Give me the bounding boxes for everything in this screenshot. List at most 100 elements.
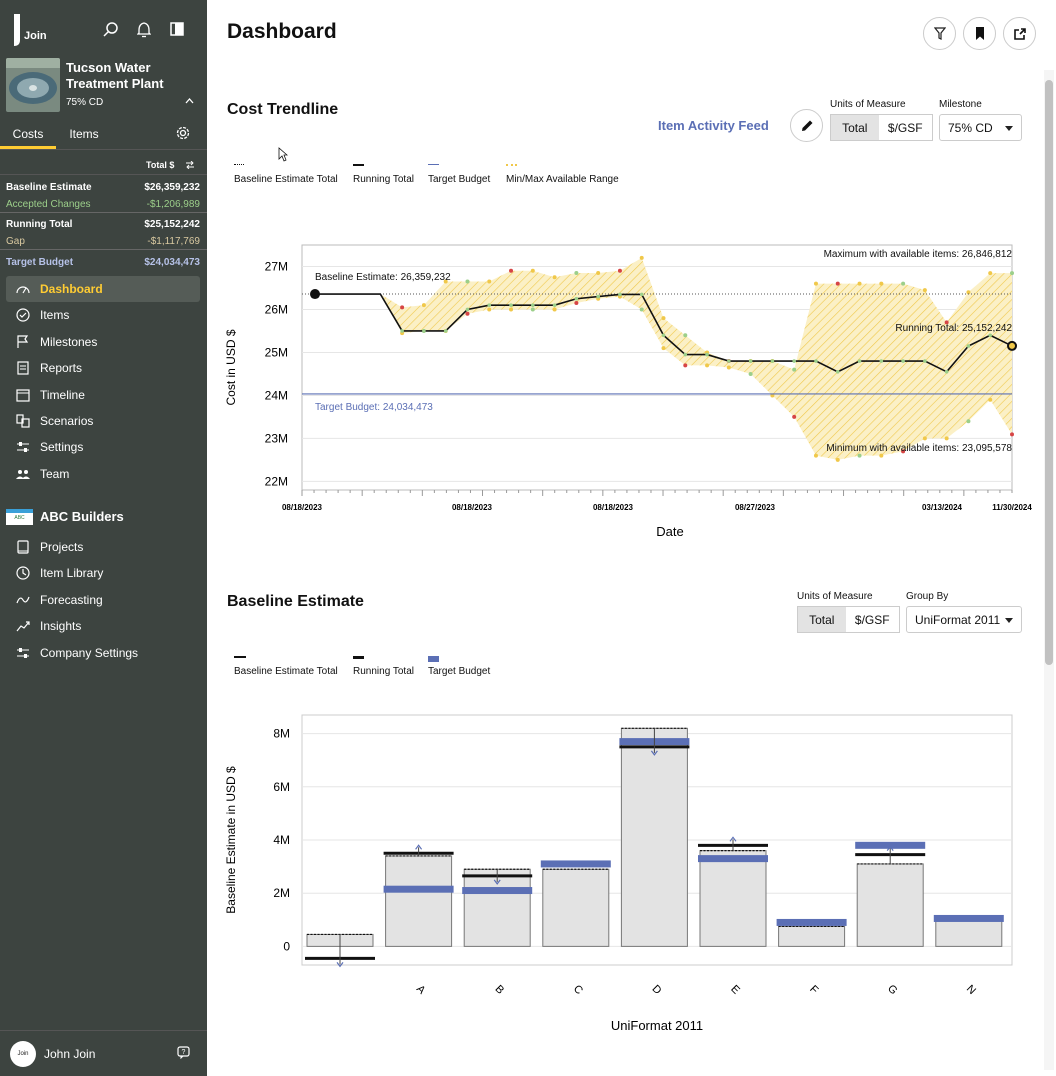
running-point <box>770 359 775 363</box>
bookmark-button[interactable] <box>963 17 996 50</box>
sidebar-item-team[interactable]: Team <box>6 461 200 487</box>
cost-row: Baseline Estimate $26,359,232 <box>6 182 200 193</box>
sidebar-item-label: Team <box>40 466 70 481</box>
sidebar-item-label: Insights <box>40 619 82 634</box>
running-point <box>857 359 862 363</box>
sidebar-item-reports[interactable]: Reports <box>6 355 200 381</box>
filter-button[interactable] <box>923 17 956 50</box>
be-units-total-option[interactable]: Total <box>798 607 846 632</box>
sidebar-item-label: Forecasting <box>40 592 103 607</box>
cost-trendline-title: Cost Trendline <box>227 101 339 118</box>
sidebar-item-company-settings[interactable]: Company Settings <box>6 640 200 666</box>
running-point <box>879 359 884 363</box>
sidebar-item-scenarios[interactable]: Scenarios <box>6 408 200 434</box>
group-by-select[interactable]: UniFormat 2011 <box>906 606 1022 633</box>
max-point <box>596 270 601 275</box>
max-point <box>465 279 470 284</box>
x-tick-label: 08/27/2023 <box>735 503 776 512</box>
sidebar-item-label: Timeline <box>40 387 85 402</box>
max-point <box>966 290 971 295</box>
legend-running: Running Total <box>353 164 414 185</box>
units-total-option[interactable]: Total <box>831 115 879 140</box>
y-tick-label: 22M <box>265 474 288 488</box>
gear-icon[interactable] <box>176 126 190 140</box>
baseline-estimate-chart: 0 2M 4M 6M 8M A B C D E F G N UniFormat 2011 Baseline … <box>224 714 1013 1033</box>
sidebar-item-insights[interactable]: Insights <box>6 613 200 639</box>
milestone-select[interactable]: 75% CD <box>939 114 1022 141</box>
sidebar-item-settings[interactable]: Settings <box>6 434 200 460</box>
max-point <box>857 281 862 286</box>
sidebar-item-forecasting[interactable]: Forecasting <box>6 587 200 613</box>
tab-costs[interactable]: Costs <box>0 124 56 149</box>
cost-row-label: Gap <box>6 236 25 247</box>
tab-items[interactable]: Items <box>69 127 99 141</box>
legend-range-label: Min/Max Available Range <box>506 174 619 185</box>
min-point <box>857 453 862 458</box>
max-point <box>835 281 840 286</box>
running-point <box>901 359 905 363</box>
sidebar-item-projects[interactable]: Projects <box>6 534 200 560</box>
scrollbar-track[interactable] <box>1044 70 1054 1070</box>
be-legend-target: Target Budget <box>428 656 490 677</box>
sidebar-item-milestones[interactable]: Milestones <box>6 329 200 355</box>
running-point <box>814 359 818 363</box>
max-point <box>574 270 579 275</box>
max-point <box>879 281 884 286</box>
be-legend-baseline-label: Baseline Estimate Total <box>234 666 338 677</box>
be-legend-running-label: Running Total <box>353 666 414 677</box>
running-point <box>748 359 753 363</box>
min-point <box>901 449 906 454</box>
be-units-gsf-option[interactable]: $/GSF <box>854 612 890 627</box>
chevron-up-icon[interactable] <box>185 98 194 104</box>
cost-row-label: Running Total <box>6 219 73 230</box>
swap-icon[interactable] <box>185 161 195 169</box>
search-icon[interactable] <box>103 22 119 38</box>
x-tick-label: A <box>414 983 428 997</box>
min-point <box>509 307 514 312</box>
scrollbar-thumb[interactable] <box>1045 80 1053 665</box>
share-button[interactable] <box>1003 17 1036 50</box>
arrow-head-icon <box>336 961 344 968</box>
running-point <box>683 352 688 357</box>
running-point <box>618 292 622 297</box>
max-point <box>661 316 666 321</box>
help-icon[interactable]: ? <box>177 1046 190 1059</box>
project-name[interactable]: Tucson Water Treatment Plant <box>66 60 164 92</box>
x-axis-label: Date <box>656 524 683 539</box>
max-point <box>988 271 993 276</box>
sidebar-item-item-library[interactable]: Item Library <box>6 560 200 586</box>
running-point <box>465 307 470 312</box>
bell-icon[interactable] <box>137 22 151 38</box>
avatar[interactable]: Join <box>10 1041 36 1067</box>
user-name[interactable]: John Join <box>44 1047 96 1061</box>
total-label[interactable]: Total $ <box>146 160 175 170</box>
cost-row-value: $24,034,473 <box>144 257 200 268</box>
x-tick-label: 03/13/2024 <box>922 503 963 512</box>
min-point <box>792 414 797 419</box>
x-tick-label: B <box>492 983 506 997</box>
be-legend-target-label: Target Budget <box>428 666 491 677</box>
min-point <box>465 311 470 316</box>
cost-row-label: Baseline Estimate <box>6 182 92 193</box>
sidebar-item-items[interactable]: Items <box>6 302 200 328</box>
sidebar-item-timeline[interactable]: Timeline <box>6 382 200 408</box>
company-name[interactable]: ABC Builders <box>40 509 124 524</box>
item-activity-feed-link[interactable]: Item Activity Feed <box>658 118 769 133</box>
y-axis-label: Cost in USD $ <box>224 329 238 405</box>
units-gsf-option[interactable]: $/GSF <box>887 120 923 135</box>
bar <box>856 863 924 947</box>
check-circle-icon <box>16 308 30 322</box>
x-tick-label: 08/18/2023 <box>452 503 493 512</box>
sidebar-item-label: Company Settings <box>40 645 139 660</box>
edit-button[interactable] <box>790 109 823 142</box>
sidebar-item-dashboard[interactable]: Dashboard <box>6 276 200 302</box>
running-point <box>727 359 731 363</box>
sidebar-item-label: Milestones <box>40 334 98 349</box>
collapse-sidebar-icon[interactable] <box>170 22 184 36</box>
cost-row-label: Target Budget <box>6 257 74 268</box>
target-budget-marker <box>855 841 926 849</box>
join-logo[interactable]: Join <box>12 12 47 51</box>
max-point <box>509 268 514 273</box>
start-point <box>310 289 320 300</box>
